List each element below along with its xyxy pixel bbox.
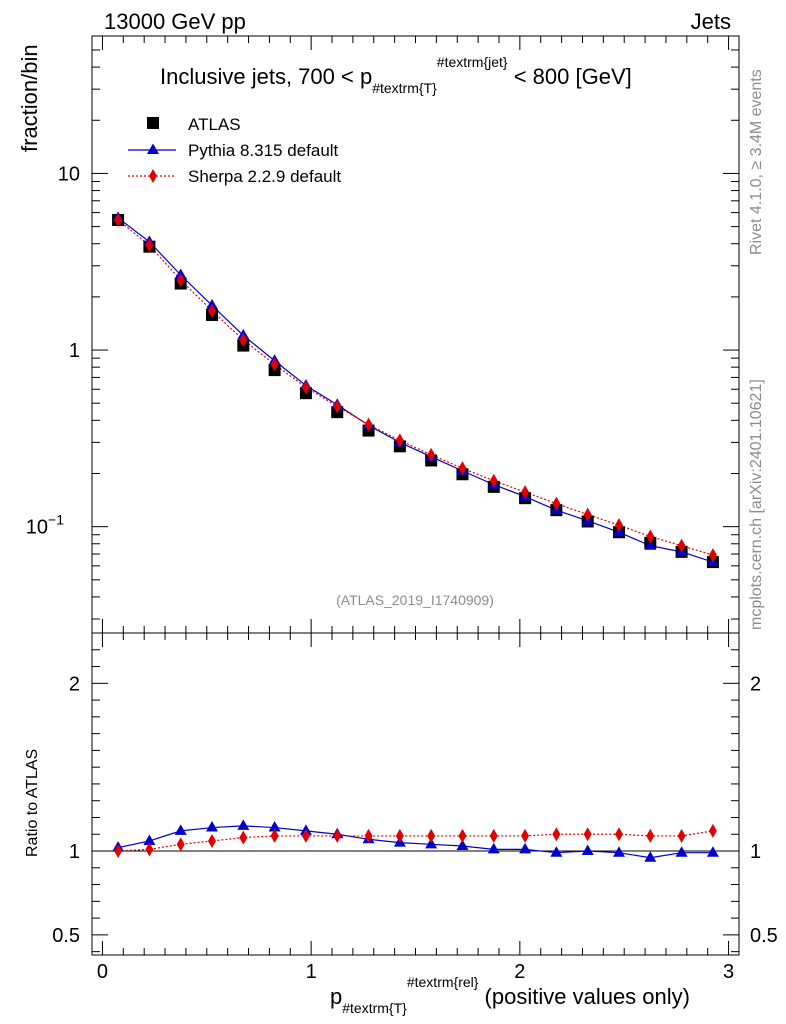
- ratio-tick-label-right: 0.5: [750, 925, 778, 947]
- legend-entry-pythia: Pythia 8.315 default: [128, 141, 339, 160]
- tick-labels: 0 1 2 3 10 1 10−1 2 2 1 1 0.5 0.5: [26, 163, 778, 983]
- sherpa-point: [208, 303, 217, 318]
- legend-atlas-label: ATLAS: [188, 115, 241, 134]
- ratio-plot-frame: [91, 632, 740, 956]
- sherpa-point: [145, 238, 154, 253]
- y-tick-label: 10−1: [26, 512, 64, 539]
- sherpa-ratio-point: [114, 844, 123, 859]
- series-line-diamond: [117, 219, 714, 556]
- sherpa-ratio-point: [614, 827, 623, 842]
- sherpa-ratio-point: [677, 828, 686, 843]
- sherpa-point: [458, 461, 467, 476]
- legend: ATLAS Pythia 8.315 default Sherpa 2.2.9 …: [128, 115, 341, 186]
- sherpa-point: [395, 433, 404, 448]
- legend-sherpa-marker: [149, 169, 157, 183]
- ratio-axis-label: Ratio to ATLAS: [24, 749, 41, 857]
- x-axis-label: p#textrm{T}#textrm{rel} (positive values…: [330, 974, 690, 1016]
- series-lines: [117, 217, 714, 563]
- legend-pythia-marker: [147, 143, 159, 154]
- sherpa-ratio-point: [458, 828, 467, 843]
- sherpa-point: [364, 417, 373, 432]
- sherpa-ratio-point: [395, 828, 404, 843]
- series-line-triangle: [117, 217, 714, 563]
- sherpa-ratio-point: [521, 828, 530, 843]
- series-markers: [112, 211, 719, 569]
- rivet-label: Rivet 4.1.0, ≥ 3.4M events: [748, 69, 765, 255]
- pythia-ratio-point: [550, 846, 563, 857]
- ratio-line-diamond: [118, 830, 714, 852]
- sherpa-ratio-point: [646, 828, 655, 843]
- x-tick-label: 1: [306, 961, 317, 983]
- sherpa-point: [708, 548, 717, 563]
- sherpa-point: [427, 447, 436, 462]
- sherpa-ratio-point: [489, 828, 498, 843]
- pythia-ratio-point: [425, 837, 438, 849]
- pythia-ratio-point: [143, 834, 156, 845]
- sherpa-point: [646, 529, 655, 544]
- sherpa-ratio-point: [583, 827, 592, 842]
- pythia-ratio-point: [237, 819, 250, 830]
- sherpa-point: [239, 332, 248, 347]
- sherpa-point: [301, 380, 310, 395]
- sherpa-point: [677, 538, 686, 553]
- sherpa-point: [333, 399, 342, 414]
- x-tick-label: 0: [97, 961, 108, 983]
- sherpa-ratio-point: [708, 823, 717, 838]
- pythia-point: [644, 539, 657, 550]
- header-jets: Jets: [691, 9, 731, 34]
- pythia-ratio-point: [206, 821, 219, 832]
- sherpa-ratio-point: [427, 828, 436, 843]
- sherpa-point: [176, 273, 185, 288]
- pythia-ratio-point: [675, 846, 688, 857]
- sherpa-ratio-point: [208, 833, 217, 848]
- sherpa-ratio-point: [176, 837, 185, 852]
- ratio-line-triangle: [117, 825, 713, 859]
- chart-title: Inclusive jets, 700 < p#textrm{T}#textrm…: [160, 54, 632, 96]
- legend-entry-sherpa: Sherpa 2.2.9 default: [128, 167, 341, 186]
- x-tick-label: 2: [514, 961, 525, 983]
- sherpa-ratio-point: [239, 830, 248, 845]
- pythia-ratio-point: [487, 842, 500, 854]
- sherpa-point: [114, 212, 123, 227]
- ratio-tick-label-left: 1: [69, 841, 80, 863]
- ratio-tick-label-left: 0.5: [52, 925, 80, 947]
- pythia-ratio-point: [612, 846, 625, 857]
- y-tick-label: 10: [58, 163, 80, 185]
- ratio-series: [92, 819, 739, 862]
- sherpa-point: [270, 357, 279, 372]
- pythia-ratio-point: [519, 842, 532, 854]
- sherpa-point: [552, 496, 561, 511]
- header-energy: 13000 GeV pp: [104, 9, 246, 34]
- sherpa-ratio-point: [364, 828, 373, 843]
- sherpa-point: [521, 485, 530, 500]
- sherpa-ratio-point: [301, 828, 310, 843]
- pythia-ratio-point: [706, 846, 719, 857]
- ratio-tick-label-right: 1: [750, 841, 761, 863]
- legend-pythia-label: Pythia 8.315 default: [188, 141, 339, 160]
- pythia-ratio-point: [644, 851, 657, 862]
- sherpa-ratio-point: [145, 842, 154, 857]
- ratio-tick-label-left: 2: [69, 673, 80, 695]
- legend-entry-atlas: ATLAS: [147, 115, 241, 134]
- sherpa-point: [489, 473, 498, 488]
- pythia-ratio-point: [581, 844, 594, 856]
- y-tick-label: 1: [69, 340, 80, 362]
- pythia-ratio-point: [456, 839, 469, 850]
- pythia-ratio-point: [268, 821, 281, 832]
- pythia-ratio-point: [174, 824, 187, 835]
- mcplots-label: mcplots.cern.ch [arXiv:2401.10621]: [748, 379, 765, 630]
- sherpa-ratio-point: [333, 828, 342, 843]
- axis-ticks: [92, 35, 739, 955]
- legend-sherpa-label: Sherpa 2.2.9 default: [188, 167, 341, 186]
- sherpa-ratio-point: [552, 827, 561, 842]
- x-tick-label: 3: [723, 961, 734, 983]
- sherpa-point: [614, 518, 623, 533]
- sherpa-point: [583, 507, 592, 522]
- ratio-tick-label-right: 2: [750, 673, 761, 695]
- analysis-watermark: (ATLAS_2019_I1740909): [336, 592, 494, 608]
- legend-atlas-marker: [147, 117, 159, 129]
- sherpa-ratio-point: [270, 828, 279, 843]
- y-axis-label: fraction/bin: [17, 44, 42, 152]
